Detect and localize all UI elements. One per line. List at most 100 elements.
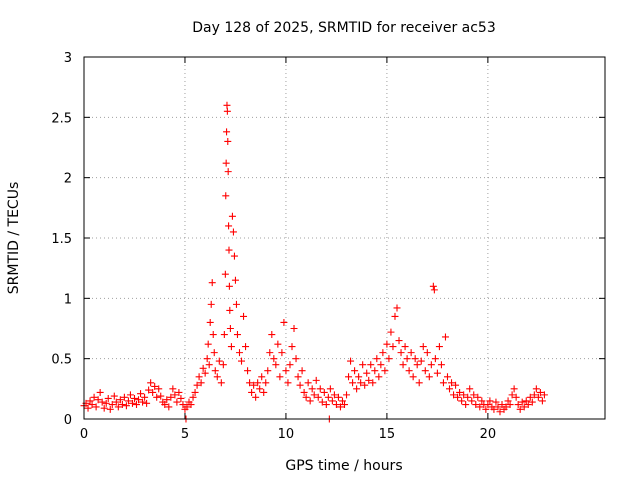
y-tick-label: 3: [64, 51, 72, 66]
data-point: [225, 246, 233, 254]
data-point: [468, 397, 476, 405]
data-point: [118, 401, 126, 409]
data-point: [128, 399, 136, 407]
data-point: [304, 379, 312, 387]
y-tick-label: 2.5: [51, 111, 72, 126]
data-point: [120, 393, 128, 401]
data-point: [496, 408, 504, 416]
data-point: [427, 361, 435, 369]
data-point: [213, 373, 221, 381]
data-point: [399, 361, 407, 369]
data-point: [171, 391, 179, 399]
data-point: [417, 357, 425, 365]
data-point: [204, 340, 212, 348]
data-point: [197, 379, 205, 387]
data-point: [217, 379, 225, 387]
data-point: [381, 367, 389, 375]
data-point: [526, 393, 534, 401]
data-point: [124, 397, 132, 405]
data-point: [326, 385, 334, 393]
data-point: [395, 337, 403, 345]
data-point: [397, 349, 405, 357]
data-point: [456, 388, 464, 396]
data-point: [371, 367, 379, 375]
data-point: [282, 367, 290, 375]
data-point: [165, 403, 173, 411]
x-tick-label: 15: [379, 427, 396, 442]
data-point: [256, 385, 264, 393]
data-point: [365, 376, 373, 384]
data-point: [219, 361, 227, 369]
data-point: [280, 318, 288, 326]
grid: [84, 57, 605, 419]
data-point: [332, 401, 340, 409]
data-point: [151, 382, 159, 390]
data-point: [209, 331, 217, 339]
data-point: [532, 385, 540, 393]
data-point: [419, 343, 427, 351]
data-points: [80, 101, 548, 423]
data-point: [520, 403, 528, 411]
chart-title: Day 128 of 2025, SRMTID for receiver ac5…: [192, 20, 496, 36]
data-point: [312, 376, 320, 384]
data-point: [163, 396, 171, 404]
data-point: [167, 393, 175, 401]
data-point: [308, 385, 316, 393]
data-point: [260, 388, 268, 396]
data-point: [383, 340, 391, 348]
data-point: [254, 379, 262, 387]
data-point: [538, 397, 546, 405]
data-point: [379, 349, 387, 357]
data-point: [147, 379, 155, 387]
data-point: [474, 393, 482, 401]
data-point: [126, 391, 134, 399]
data-point: [478, 397, 486, 405]
data-point: [286, 361, 294, 369]
data-point: [157, 392, 165, 400]
data-point: [363, 369, 371, 377]
data-point: [437, 361, 445, 369]
data-point: [235, 349, 243, 357]
data-point: [225, 282, 233, 290]
data-point: [100, 404, 108, 412]
data-point: [189, 393, 197, 401]
data-point: [518, 398, 526, 406]
data-point: [435, 343, 443, 351]
data-point: [274, 340, 282, 348]
data-point: [486, 397, 494, 405]
data-point: [227, 343, 235, 351]
data-point: [290, 325, 298, 332]
data-point: [530, 391, 538, 399]
data-point: [230, 252, 238, 260]
data-point: [96, 388, 104, 396]
data-point: [314, 393, 322, 401]
data-point: [534, 393, 542, 401]
data-point: [224, 168, 232, 176]
data-point: [466, 385, 474, 393]
data-point: [233, 331, 241, 339]
data-point: [446, 385, 454, 393]
data-point: [347, 357, 355, 365]
data-point: [173, 398, 181, 406]
data-point: [86, 397, 94, 405]
data-point: [385, 355, 393, 363]
data-point: [294, 373, 302, 381]
data-point: [355, 373, 363, 381]
data-point: [494, 403, 502, 411]
data-point: [441, 333, 449, 341]
data-point: [161, 401, 169, 409]
y-tick-label: 1.5: [51, 232, 72, 247]
x-axis-label: GPS time / hours: [285, 458, 402, 474]
data-point: [240, 312, 248, 320]
data-point: [183, 403, 191, 411]
data-point: [276, 373, 284, 381]
data-point: [145, 386, 153, 394]
data-point: [472, 401, 480, 409]
data-point: [401, 343, 409, 351]
data-point: [244, 367, 252, 375]
data-point: [320, 388, 328, 396]
data-point: [116, 396, 124, 404]
data-point: [211, 367, 219, 375]
data-point: [300, 388, 308, 396]
